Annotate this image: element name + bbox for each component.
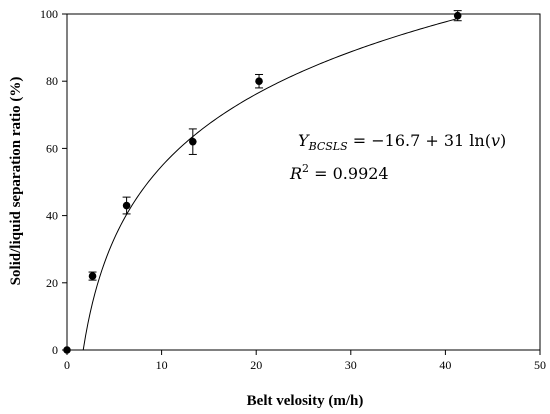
x-tick-label: 30	[345, 358, 357, 372]
y-axis-label: Solid/liquid separation ratio (%)	[8, 77, 24, 286]
x-tick-label: 0	[64, 358, 70, 372]
fit-equation: YBCSLS = −16.7 + 31 ln(v)	[298, 131, 506, 153]
r-squared-label: R2 = 0.9924	[289, 162, 389, 183]
data-point	[255, 77, 263, 85]
y-axis-ticks: 0 20 40 60 80 100	[40, 7, 67, 357]
fit-curve	[67, 18, 458, 351]
r-value: = 0.9924	[309, 164, 389, 183]
data-point	[189, 137, 197, 146]
y-tick-label: 60	[46, 141, 58, 155]
y-tick-label: 0	[52, 343, 58, 357]
r-superscript: 2	[302, 162, 309, 175]
x-axis-label: Belt velosity (m/h)	[247, 393, 364, 409]
data-point	[122, 201, 131, 210]
y-tick-label: 40	[46, 209, 58, 223]
equation-rhs: = −16.7 + 31 ln(	[348, 131, 491, 150]
plot-frame	[66, 13, 541, 351]
x-tick-label: 50	[534, 358, 546, 372]
x-axis-ticks: 0 10 20 30 40 50	[64, 350, 546, 372]
plot-border	[66, 13, 541, 351]
x-tick-label: 40	[439, 358, 451, 372]
y-tick-label: 80	[46, 74, 58, 88]
x-tick-label: 10	[156, 358, 168, 372]
fit-curve-layer	[67, 18, 458, 351]
equation-variable: v	[491, 131, 500, 150]
equation-y-symbol: Y	[298, 131, 310, 150]
equation-y-subscript: BCSLS	[308, 140, 349, 153]
data-point	[453, 11, 462, 20]
data-points	[63, 11, 462, 354]
x-tick-label: 20	[250, 358, 262, 372]
r-symbol: R	[289, 164, 302, 183]
y-tick-label: 100	[40, 7, 58, 21]
data-point	[88, 272, 97, 280]
y-tick-label: 20	[46, 276, 58, 290]
equation-close-paren: )	[500, 131, 506, 150]
